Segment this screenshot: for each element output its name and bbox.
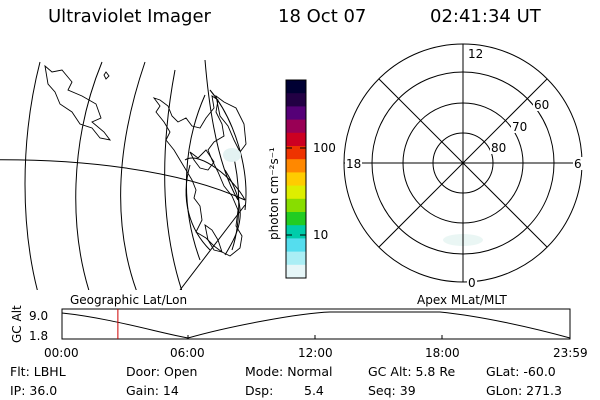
geographic-panel-label: Geographic Lat/Lon: [70, 293, 187, 307]
time-label: 02:41:34 UT: [430, 6, 541, 27]
colorbar-segment: [286, 212, 306, 226]
status-ip: IP: 36.0: [10, 383, 58, 398]
mlat-label-80: 80: [491, 141, 506, 155]
apex-labels: 12 18 6 0 60 70 80: [345, 47, 583, 290]
alt-xtick-1800: 18:00: [425, 346, 460, 360]
colorbar-segment: [286, 132, 306, 147]
colorbar-segment: [286, 238, 306, 253]
alt-xtick-2359: 23:59: [553, 346, 588, 360]
mlt-label-12: 12: [468, 47, 483, 61]
alt-xtick-0600: 06:00: [170, 346, 205, 360]
status-seq: Seq: 39: [368, 383, 416, 398]
colorbar-tick-10: 10: [313, 228, 328, 242]
mlt-label-0: 0: [468, 276, 476, 290]
colorbar-segment: [286, 159, 306, 173]
colorbar-segment: [286, 264, 306, 279]
alt-ytick-min: 1.8: [29, 329, 48, 343]
coastline: [44, 64, 247, 257]
status-dsp-value: 5.4: [304, 383, 324, 398]
colorbar-segment: [286, 225, 306, 239]
app-title: Ultraviolet Imager: [48, 6, 211, 27]
alt-xtick-1200: 12:00: [298, 346, 333, 360]
alt-ylabel: GC Alt: [10, 305, 24, 343]
status-dsp-label: Dsp:: [245, 383, 274, 398]
alt-xtick-0000: 00:00: [44, 346, 79, 360]
mlt-label-6: 6: [574, 157, 582, 171]
alt-ytick-max: 9.0: [29, 309, 48, 323]
status-door: Door: Open: [126, 364, 198, 379]
colorbar: 100 10 photon cm⁻²s⁻¹: [267, 79, 336, 279]
colorbar-segment: [286, 106, 306, 121]
mlt-label-18: 18: [346, 157, 361, 171]
geographic-map: [0, 59, 247, 290]
apex-polar-plot: [343, 43, 583, 283]
status-glat: GLat: -60.0: [486, 364, 556, 379]
status-mode: Mode: Normal: [245, 364, 333, 379]
mlat-label-70: 70: [512, 120, 527, 134]
colorbar-segment: [286, 251, 306, 266]
status-glon: GLon: 271.3: [486, 383, 562, 398]
colorbar-segment: [286, 80, 306, 94]
status-gain: Gain: 14: [126, 383, 179, 398]
date-label: 18 Oct 07: [278, 6, 367, 27]
colorbar-segment: [286, 198, 306, 213]
colorbar-segment: [286, 185, 306, 200]
mlat-label-60: 60: [534, 98, 549, 112]
apex-panel-label: Apex MLat/MLT: [417, 293, 507, 307]
colorbar-segment: [286, 172, 306, 187]
altitude-plot: 9.0 1.8 GC Alt 00:00 06:00 12:00 18:00 2…: [10, 305, 588, 360]
status-gc-alt: GC Alt: 5.8 Re: [368, 364, 456, 379]
colorbar-segment: [286, 119, 306, 134]
colorbar-unit-label: photon cm⁻²s⁻¹: [267, 147, 281, 240]
colorbar-tick-100: 100: [313, 141, 336, 155]
status-filter: Flt: LBHL: [10, 364, 66, 379]
colorbar-segment: [286, 93, 306, 107]
colorbar-segment: [286, 146, 306, 160]
